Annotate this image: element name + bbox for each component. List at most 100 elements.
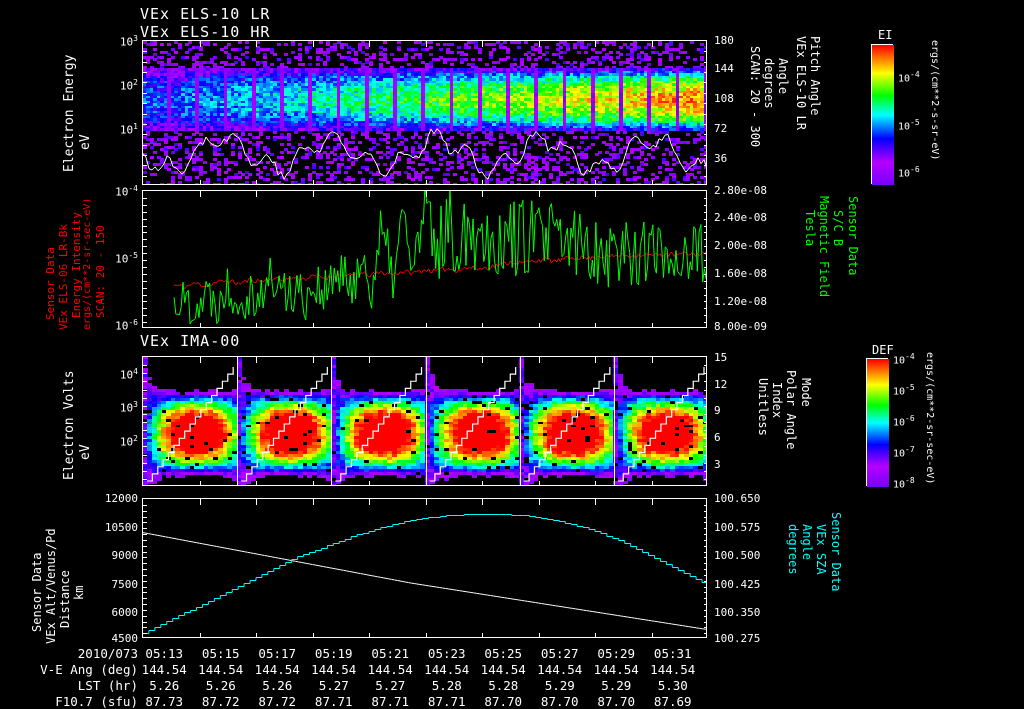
p3-right-title-2: Polar Angle <box>784 370 798 450</box>
p3-right-tick-15: 15 <box>714 351 728 364</box>
p2-left-title-5: SCAN: 20 - 150 <box>94 225 107 318</box>
panel-altitude-sza[interactable] <box>142 498 707 638</box>
p3-left-title-1: Electron Volts <box>62 370 77 480</box>
p2-right-title-3: Magnetic Field <box>817 196 831 298</box>
p4-right-title-1: Sensor Data <box>829 512 843 592</box>
p3-right-tick-12: 12 <box>714 378 728 391</box>
panel3-title: VEx IMA-00 <box>140 332 241 350</box>
panel1-title-hr: VEx ELS-10 HR <box>140 23 271 41</box>
footer-time-0519: 05:19 <box>314 646 353 661</box>
footer-time-0527: 05:27 <box>540 646 579 661</box>
footer-cell: 144.54 <box>593 662 639 677</box>
p1-ytick-100: 102 <box>119 78 138 93</box>
colorbar1-tick-1e-4: 10-4 <box>898 70 920 85</box>
p4-left-title-4: km <box>72 585 86 600</box>
p2-left-title-2: VEx ELS-06 LR-Bk <box>57 224 70 330</box>
p4-right-tick-100650: 100.650 <box>714 492 761 505</box>
p2-right-title-1: Sensor Data <box>846 196 860 276</box>
footer-row-label-1: LST (hr) <box>77 678 138 693</box>
footer-cell: 144.54 <box>311 662 357 677</box>
footer-cell: 144.54 <box>141 662 187 677</box>
footer-time-0531: 05:31 <box>653 646 692 661</box>
p4-ytick-4500: 4500 <box>111 632 139 645</box>
p2-ytick-1e-5: 10-5 <box>115 251 138 266</box>
footer-time-0515: 05:15 <box>201 646 240 661</box>
panel-ima-spectrogram[interactable] <box>142 356 707 486</box>
colorbar1-tick-1e-5: 10-5 <box>898 118 920 133</box>
panel-els-spectrogram[interactable] <box>142 40 707 185</box>
p3-right-title-4: Unitless <box>756 378 770 436</box>
colorbar3-label: DEF <box>872 343 894 357</box>
p3-right-tick-9: 9 <box>714 404 721 417</box>
footer-cell: 144.54 <box>254 662 300 677</box>
colorbar-ei <box>871 44 894 185</box>
footer-cell: 144.54 <box>424 662 470 677</box>
footer-cell: 144.54 <box>650 662 696 677</box>
colorbar-def <box>866 358 889 487</box>
footer-cell: 144.54 <box>537 662 583 677</box>
colorbar3-tick-1e-4: 10-4 <box>893 352 915 367</box>
p1-right-tick-108: 108 <box>714 92 734 105</box>
footer-cell: 5.26 <box>205 678 236 693</box>
p2-left-title-4: ergs/(cm**2-sr-sec-eV) <box>82 197 93 330</box>
colorbar1-label: EI <box>878 28 893 42</box>
footer-cell: 87.72 <box>258 694 297 709</box>
panel-energy-magfield[interactable] <box>142 190 707 328</box>
colorbar1-tick-1e-6: 10-6 <box>898 165 920 180</box>
footer-cell: 87.70 <box>540 694 579 709</box>
footer-cell: 87.73 <box>145 694 184 709</box>
p1-right-tick-72: 72 <box>714 122 728 135</box>
footer-cell: 5.30 <box>657 678 688 693</box>
footer-cell: 144.54 <box>198 662 244 677</box>
p4-left-title-2: VEx Alt/Venus/Pd <box>44 528 58 644</box>
footer-date-label: 2010/073 <box>77 646 138 661</box>
p2-ytick-1e-6: 10-6 <box>115 318 138 333</box>
footer-cell: 87.71 <box>371 694 410 709</box>
footer-cell: 5.27 <box>375 678 406 693</box>
p2-right-tick-280: 2.80e-08 <box>714 184 767 197</box>
p4-ytick-7500: 7500 <box>111 578 139 591</box>
footer-cell: 87.69 <box>653 694 692 709</box>
p2-right-title-4: Tesla <box>803 210 817 247</box>
footer-time-0525: 05:25 <box>484 646 523 661</box>
footer-cell: 5.29 <box>601 678 632 693</box>
p4-right-tick-100275: 100.275 <box>714 632 761 645</box>
p1-right-title-2: VEx ELS-10 LR <box>794 36 808 130</box>
footer-row-label-0: V-E Ang (deg) <box>40 662 138 677</box>
footer-cell: 87.72 <box>201 694 240 709</box>
p1-right-title-3: Angle <box>776 58 790 95</box>
p3-right-tick-3: 3 <box>714 458 721 471</box>
footer-cell: 144.54 <box>367 662 413 677</box>
p4-ytick-6000: 6000 <box>111 606 139 619</box>
footer-row-label-2: F10.7 (sfu) <box>55 694 138 709</box>
footer-cell: 5.26 <box>149 678 180 693</box>
p1-right-title-4: degrees <box>762 58 776 109</box>
p4-right-tick-100350: 100.350 <box>714 606 761 619</box>
p4-right-tick-100575: 100.575 <box>714 521 761 534</box>
p1-right-tick-144: 144 <box>714 62 734 75</box>
colorbar3-tick-1e-6: 10-6 <box>893 414 915 429</box>
footer-cell: 87.71 <box>314 694 353 709</box>
p4-left-title-1: Sensor Data <box>30 552 44 632</box>
p3-right-tick-6: 6 <box>714 431 721 444</box>
footer-cell: 5.28 <box>431 678 462 693</box>
p4-right-title-4: degrees <box>786 524 800 575</box>
p3-ytick-1e4: 104 <box>119 367 138 382</box>
p2-left-title-1: Sensor Data <box>44 247 57 320</box>
p1-right-tick-36: 36 <box>714 152 728 165</box>
p2-right-title-2: S/C B <box>831 210 845 247</box>
p4-ytick-9000: 9000 <box>111 549 139 562</box>
footer-cell: 5.28 <box>488 678 519 693</box>
footer-cell: 5.29 <box>544 678 575 693</box>
p3-ytick-1e3: 103 <box>119 400 138 415</box>
p3-ytick-1e2: 102 <box>119 434 138 449</box>
p2-right-tick-200: 2.00e-08 <box>714 239 767 252</box>
footer-time-0517: 05:17 <box>258 646 297 661</box>
p2-right-tick-240: 2.40e-08 <box>714 211 767 224</box>
footer-cell: 144.54 <box>480 662 526 677</box>
p4-left-title-3: Distance <box>58 570 72 628</box>
p3-left-title-2: eV <box>78 444 93 460</box>
footer-cell: 87.70 <box>484 694 523 709</box>
colorbar3-tick-1e-5: 10-5 <box>893 383 915 398</box>
